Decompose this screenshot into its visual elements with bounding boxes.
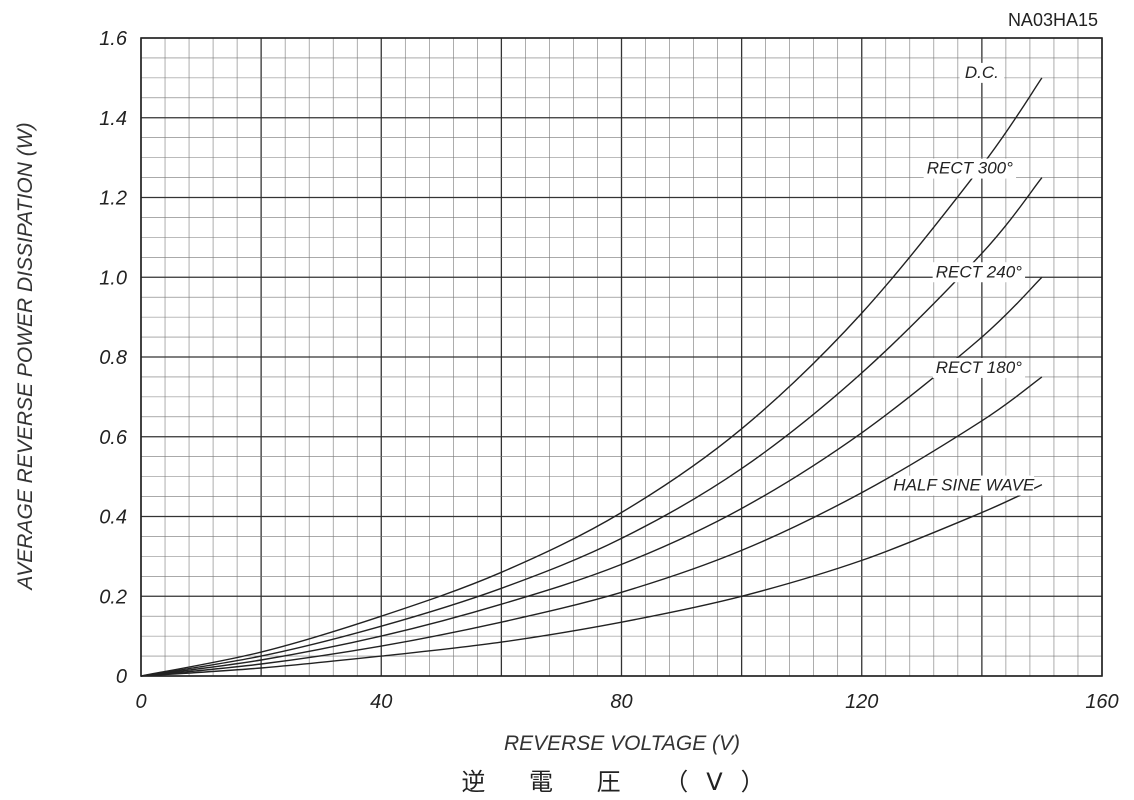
series-labels: D.C. RECT 300° RECT 240° RECT 180° HALF SINE…	[893, 62, 1035, 496]
series-label: D.C.	[965, 63, 999, 82]
series-line-1	[140, 177, 1043, 677]
series-line-4	[140, 483, 1043, 677]
y-tick-label: 0.8	[99, 347, 127, 369]
series-label-bg	[932, 262, 1026, 283]
series-label: RECT 300°	[927, 159, 1013, 178]
x-tick-label: 40	[370, 691, 392, 713]
y-tick-label: 1.6	[99, 28, 128, 50]
x-tick-label: 0	[135, 691, 146, 713]
chart-code: NA03HA15	[1008, 10, 1098, 30]
x-axis-title: REVERSE VOLTAGE (V)	[504, 732, 740, 755]
grid	[140, 37, 1103, 677]
y-tick-label: 0	[116, 666, 127, 688]
tick-labels: 0 40 80 120 160 0 0.2 0.4 0.6 0.8 1.0 1.2 1.4 1.6	[99, 28, 1119, 713]
series-label-bg	[959, 62, 1005, 83]
x-tick-label: 80	[610, 691, 632, 713]
series-label-bg	[923, 158, 1017, 179]
y-tick-label: 0.4	[99, 507, 127, 529]
y-tick-label: 0.2	[99, 586, 127, 608]
y-axis-title: AVERAGE REVERSE POWER DISSIPATION (W)	[14, 122, 37, 591]
y-tick-label: 1.0	[99, 267, 127, 289]
series-line-3	[140, 376, 1043, 677]
x-tick-label: 160	[1085, 691, 1118, 713]
series-label-bg	[893, 475, 1035, 496]
series-label: RECT 240°	[936, 262, 1022, 281]
x-tick-label: 120	[845, 691, 878, 713]
series-line-0	[140, 77, 1043, 677]
y-tick-label: 1.4	[99, 108, 127, 130]
series-label: HALF SINE WAVE	[893, 476, 1035, 495]
y-tick-label: 0.6	[99, 427, 128, 449]
series-label-bg	[932, 357, 1026, 378]
y-tick-label: 1.2	[99, 188, 127, 210]
x-axis-title-jp: 逆 電 圧 （V）	[461, 768, 782, 796]
plot-frame	[140, 37, 1103, 677]
series-label: RECT 180°	[936, 358, 1022, 377]
